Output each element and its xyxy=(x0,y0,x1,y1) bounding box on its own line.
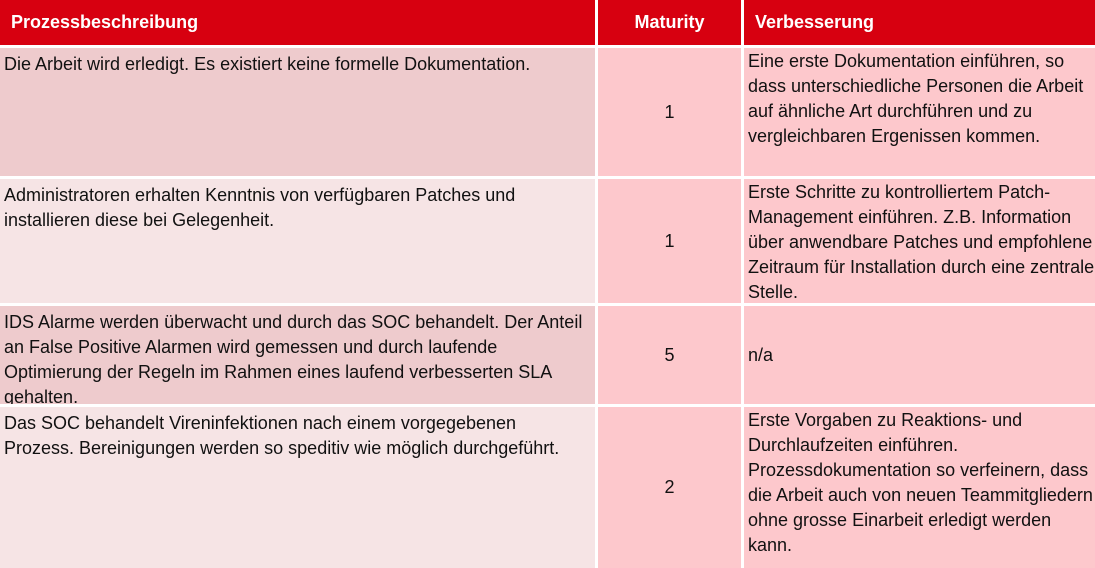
row-4-improvement: Erste Vorgaben zu Reaktions- und Durchla… xyxy=(744,407,1095,568)
row-4-maturity-value: 2 xyxy=(664,477,675,497)
row-2-maturity-value: 1 xyxy=(664,230,675,251)
row-3-improvement-text: n/a xyxy=(748,344,774,365)
row-1-maturity-value: 1 xyxy=(664,101,675,122)
row-4-maturity: 2 xyxy=(598,407,741,568)
row-3-maturity-value: 5 xyxy=(664,344,675,365)
row-1-improvement: Eine erste Dokumentation einführen, so d… xyxy=(744,48,1095,176)
row-1-maturity: 1 xyxy=(598,48,741,176)
row-2-maturity: 1 xyxy=(598,179,741,303)
row-3-maturity: 5 xyxy=(598,306,741,404)
row-4-description: Das SOC behandelt Vireninfektionen nach … xyxy=(0,407,595,568)
row-2-improvement: Erste Schritte zu kontrolliertem Patch-M… xyxy=(744,179,1095,303)
header-description: Prozessbeschreibung xyxy=(0,0,595,45)
row-1-description: Die Arbeit wird erledigt. Es existiert k… xyxy=(0,48,595,176)
header-maturity: Maturity xyxy=(598,0,741,45)
row-3-improvement: n/a xyxy=(744,306,1095,404)
row-3-description: IDS Alarme werden überwacht und durch da… xyxy=(0,306,595,404)
row-2-description: Administratoren erhalten Kenntnis von ve… xyxy=(0,179,595,303)
header-improvement: Verbesserung xyxy=(744,0,1095,45)
